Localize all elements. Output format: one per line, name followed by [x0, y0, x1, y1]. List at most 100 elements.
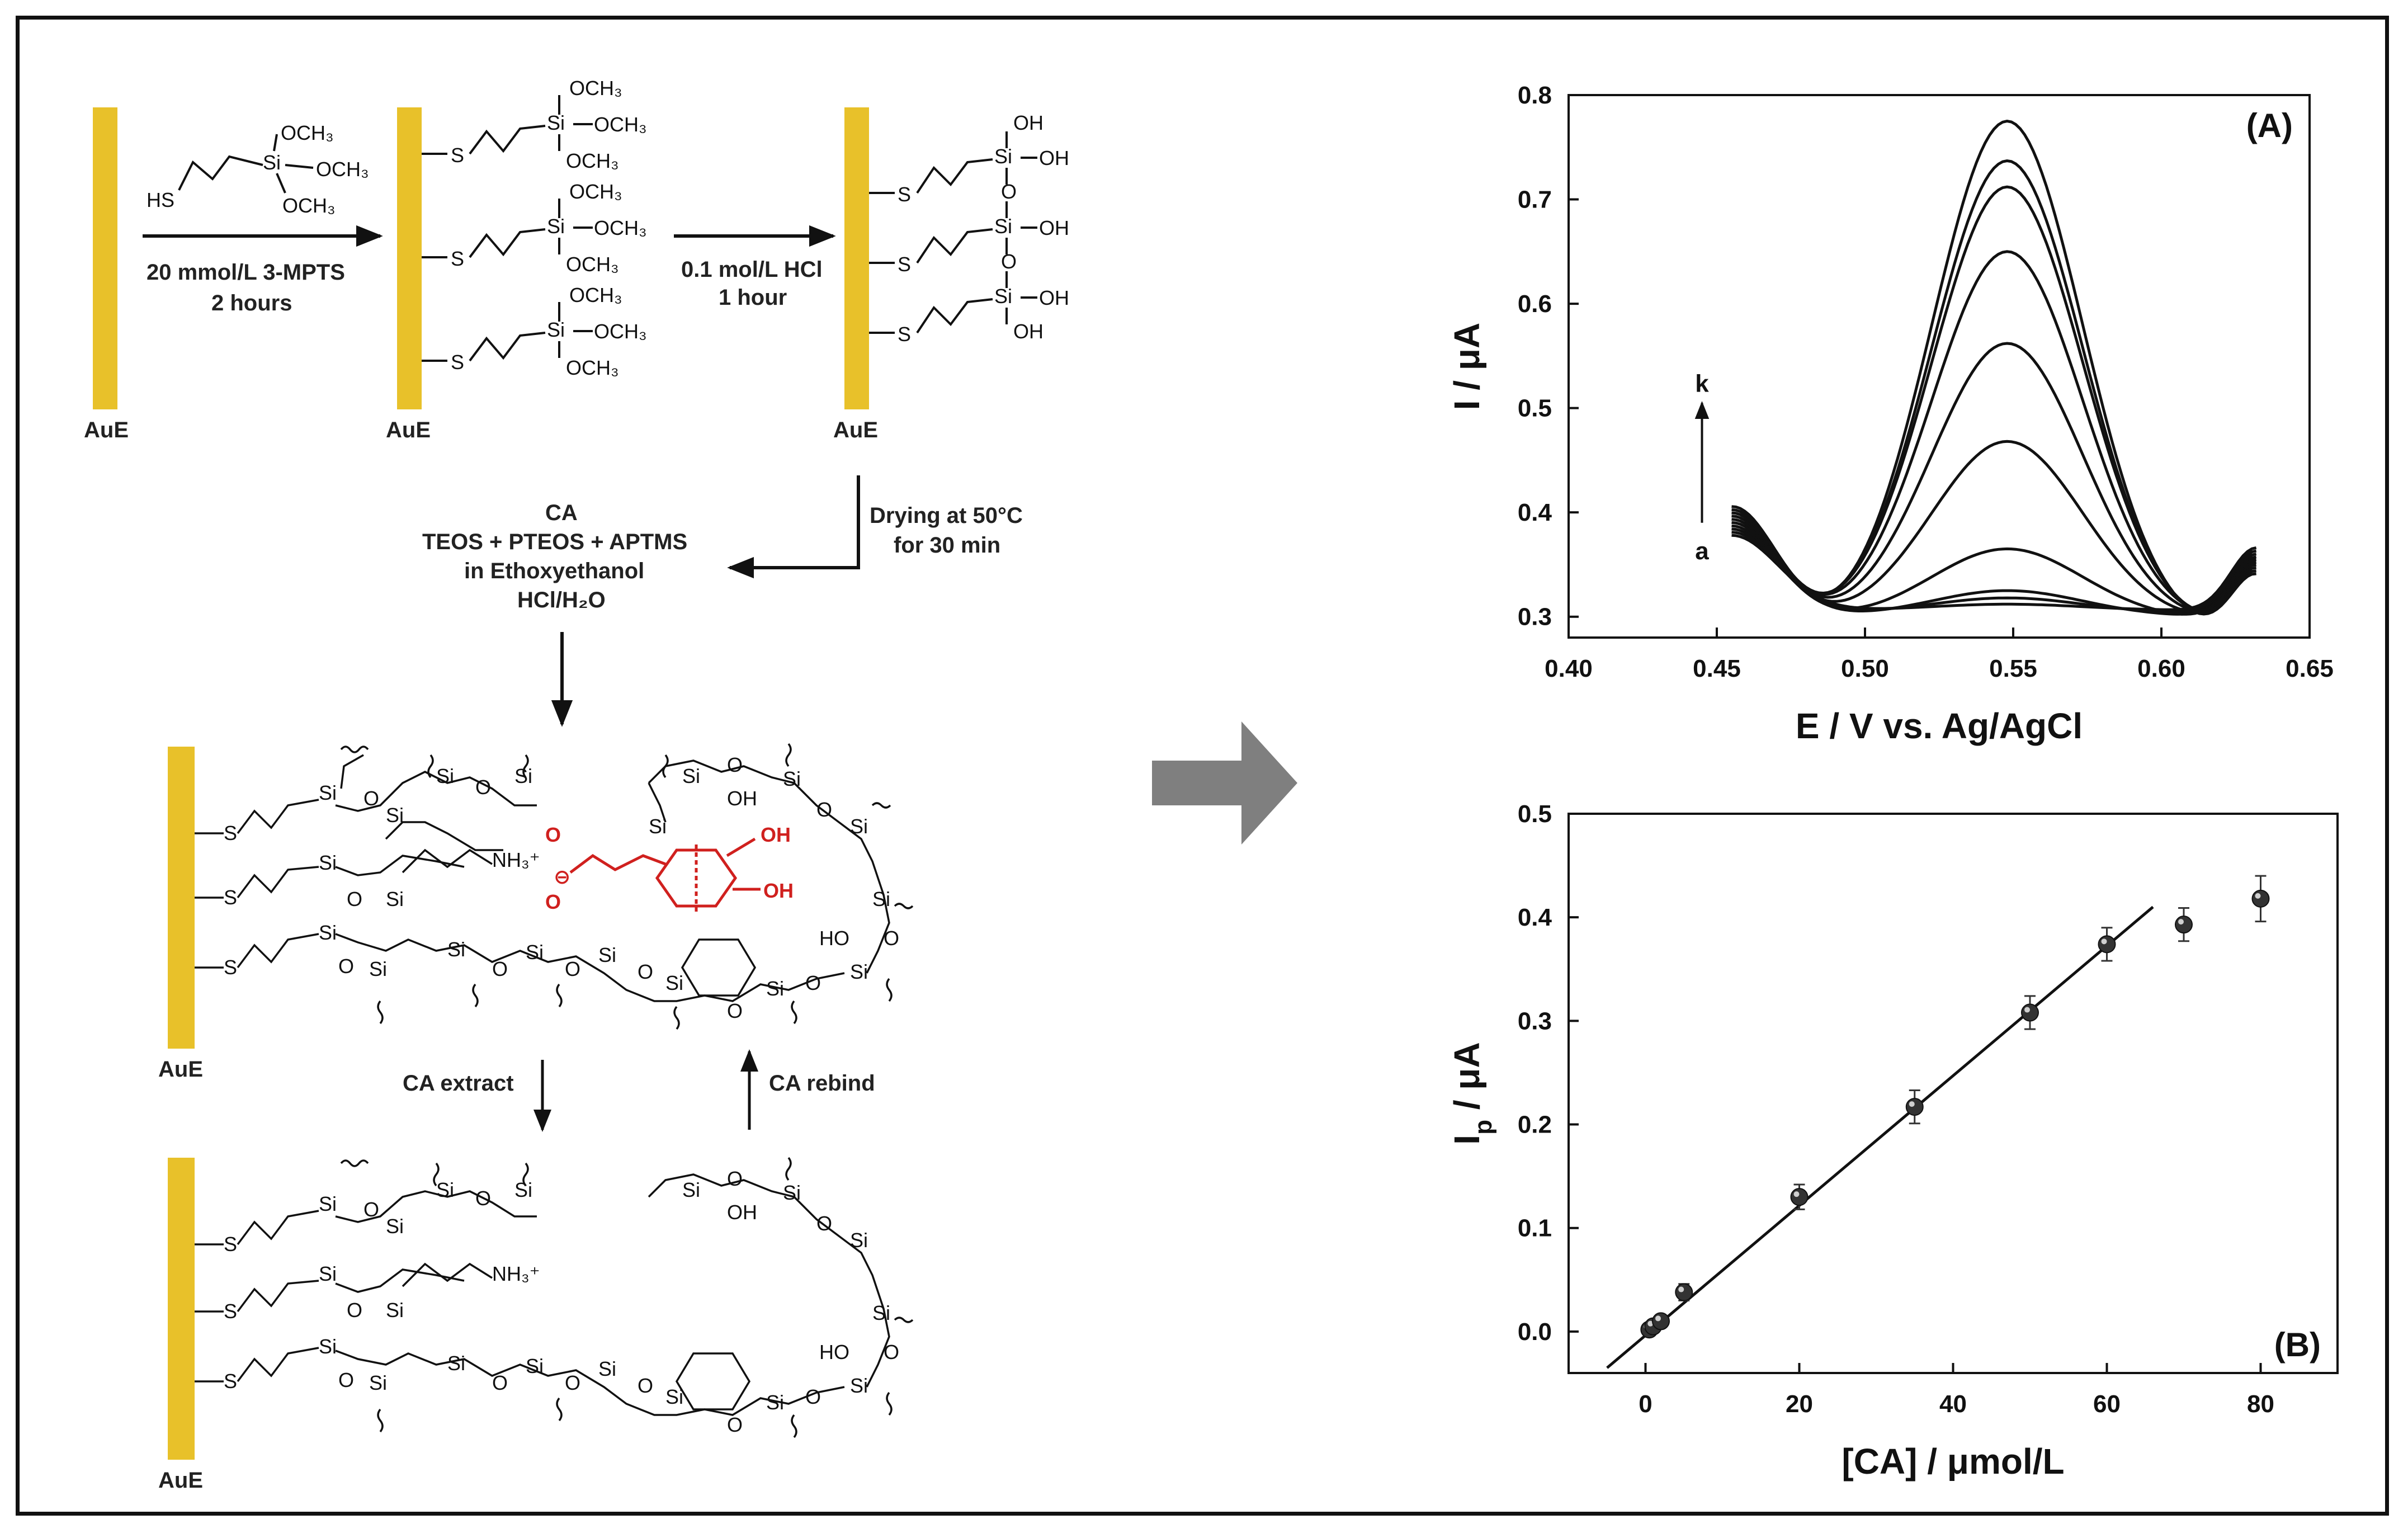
chart-b-point-highlight [2255, 893, 2261, 899]
svg-text:HO: HO [819, 927, 849, 950]
svg-text:O: O [727, 999, 743, 1022]
chart-a-ytick-label: 0.3 [1518, 603, 1552, 631]
svg-text:S: S [224, 1370, 237, 1393]
svg-text:Si: Si [319, 781, 337, 804]
svg-text:Si: Si [665, 971, 683, 994]
svg-text:O: O [727, 1413, 743, 1436]
ca-o-bottom: O [545, 890, 561, 913]
chart-b: 0 20 40 60 80 0.0 0.1 0.2 0.3 0.4 0.5 [CA] / μmol/L… [1447, 800, 2339, 1482]
svg-text:O: O [816, 798, 832, 821]
svg-text:OH: OH [1013, 320, 1044, 343]
svg-text:Si: Si [436, 1178, 454, 1201]
svg-text:O: O [805, 1385, 821, 1408]
svg-text:O: O [475, 776, 491, 799]
chart-b-fit-line [1606, 905, 2154, 1369]
extract-label: CA extract [403, 1071, 514, 1096]
svg-text:Si: Si [766, 1391, 784, 1414]
svg-text:Si: Si [319, 1262, 337, 1285]
svg-text:OH: OH [1039, 286, 1069, 309]
svg-text:Si: Si [447, 938, 465, 961]
chart-b-xlabel: [CA] / μmol/L [1842, 1441, 2064, 1482]
chart-b-point [2251, 889, 2270, 908]
svg-text:Si: Si [850, 1374, 868, 1397]
svg-text:OH: OH [1013, 111, 1044, 134]
svg-text:Si: Si [598, 1357, 616, 1380]
chart-b-point-highlight [2101, 938, 2107, 945]
svg-text:O: O [816, 1212, 832, 1235]
chart-b-point [1652, 1312, 1670, 1331]
chart-a-series-line [1731, 527, 2257, 616]
svg-text:Si: Si [369, 957, 387, 980]
arrow-step3 [727, 475, 860, 579]
chart-b-point-highlight [1678, 1286, 1684, 1292]
svg-text:S: S [451, 351, 464, 374]
svg-text:Si: Si [514, 765, 532, 787]
svg-text:O: O [565, 957, 580, 980]
chart-a: 0.40 0.45 0.50 0.55 0.60 0.65 0.3 0.4 0.5 0.6 0.7 0… [1447, 82, 2334, 746]
svg-text:O: O [727, 753, 743, 776]
chart-a-xtick-label: 0.65 [2286, 655, 2334, 682]
step2-line2: 1 hour [719, 285, 787, 310]
svg-text:Si: Si [850, 960, 868, 983]
figure-frame [16, 16, 2389, 1516]
svg-text:S: S [224, 886, 237, 909]
chart-a-xtick-label: 0.45 [1693, 655, 1741, 682]
svg-text:OCH₃: OCH₃ [594, 216, 647, 239]
step2-line1: 0.1 mol/L HCl [681, 257, 823, 282]
chart-a-xtick-label: 0.60 [2137, 655, 2185, 682]
svg-text:O: O [805, 971, 821, 994]
chart-a-series-line [1731, 185, 2256, 612]
chart-b-ytick-label: 0.5 [1518, 800, 1552, 828]
svg-text:S: S [898, 323, 911, 346]
svg-text:Si: Si [994, 215, 1012, 238]
svg-text:O: O [884, 1341, 899, 1364]
svg-text:OCH₃: OCH₃ [566, 253, 619, 276]
svg-text:O: O [347, 888, 362, 910]
step1-line2: 2 hours [211, 291, 292, 315]
ca-o-minus: ⊖ [554, 865, 570, 888]
chart-b-point-highlight [1655, 1315, 1661, 1322]
rebind-label: CA rebind [769, 1071, 875, 1096]
svg-text:OH: OH [727, 787, 757, 810]
svg-text:Si: Si [526, 941, 544, 964]
svg-text:Si: Si [783, 1181, 801, 1204]
chart-a-ytick-label: 0.5 [1518, 395, 1552, 422]
svg-text:OCH₃: OCH₃ [569, 77, 622, 100]
electrode-1 [93, 107, 117, 409]
step4-line2: TEOS + PTEOS + APTMS [422, 530, 687, 554]
chart-b-point-highlight [1647, 1320, 1654, 1327]
svg-text:O: O [884, 927, 899, 950]
chart-b-xtick-label: 60 [2093, 1390, 2121, 1418]
svg-text:NH₃⁺: NH₃⁺ [492, 848, 540, 871]
svg-text:S: S [224, 822, 237, 845]
svg-text:Si: Si [526, 1355, 544, 1377]
chart-a-series-line [1731, 120, 2256, 616]
chart-a-series-line [1731, 524, 2257, 616]
svg-text:S: S [898, 253, 911, 276]
svg-text:O: O [347, 1299, 362, 1322]
chart-b-ylabel: Ip / μA [1447, 1042, 1497, 1144]
svg-text:Si: Si [665, 1385, 683, 1408]
svg-text:O: O [565, 1371, 580, 1394]
electrode-5-label: AuE [158, 1468, 203, 1493]
chart-b-xtick-label: 20 [1786, 1390, 1813, 1418]
chart-b-point [1675, 1283, 1693, 1301]
electrode-2 [397, 107, 422, 409]
chart-b-xtick-label: 0 [1639, 1390, 1652, 1418]
sam-labels-1: S Si OCH₃ OCH₃ OCH₃ S Si OCH₃ OCH₃ OCH₃ S Si OC… [451, 77, 647, 379]
electrode-4-label: AuE [158, 1057, 203, 1082]
sam-chains-1 [421, 95, 594, 362]
transition-arrow [1152, 721, 1297, 845]
svg-text:Si: Si [319, 1335, 337, 1358]
electrode-4 [168, 747, 195, 1049]
chart-a-ytick-label: 0.8 [1518, 82, 1552, 109]
svg-text:O: O [492, 1371, 508, 1394]
svg-text:Si: Si [319, 921, 337, 944]
chart-b-xtick-label: 80 [2247, 1390, 2274, 1418]
svg-text:OCH₃: OCH₃ [594, 113, 647, 136]
svg-text:Si: Si [994, 285, 1012, 308]
svg-text:O: O [475, 1187, 491, 1210]
chart-b-point [2098, 935, 2116, 954]
